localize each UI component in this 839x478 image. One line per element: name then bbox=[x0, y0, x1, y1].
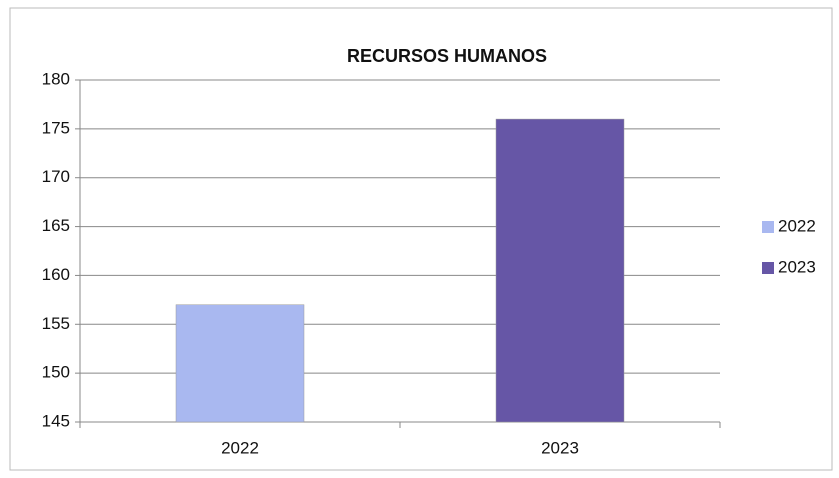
y-tick-label: 160 bbox=[42, 265, 70, 284]
chart-title: RECURSOS HUMANOS bbox=[347, 46, 547, 66]
x-tick-label: 2023 bbox=[541, 438, 579, 457]
legend-label: 2023 bbox=[778, 257, 816, 276]
y-tick-label: 145 bbox=[42, 411, 70, 430]
legend-swatch bbox=[762, 262, 774, 274]
y-tick-label: 155 bbox=[42, 314, 70, 333]
bar bbox=[495, 118, 625, 423]
y-tick-label: 150 bbox=[42, 363, 70, 382]
y-tick-label: 175 bbox=[42, 118, 70, 137]
y-tick-label: 180 bbox=[42, 69, 70, 88]
legend-swatch bbox=[762, 221, 774, 233]
x-tick-label: 2022 bbox=[221, 438, 259, 457]
bar bbox=[175, 304, 305, 423]
y-tick-label: 165 bbox=[42, 216, 70, 235]
y-tick-label: 170 bbox=[42, 167, 70, 186]
chart-frame bbox=[9, 7, 833, 471]
legend-label: 2022 bbox=[778, 216, 816, 235]
